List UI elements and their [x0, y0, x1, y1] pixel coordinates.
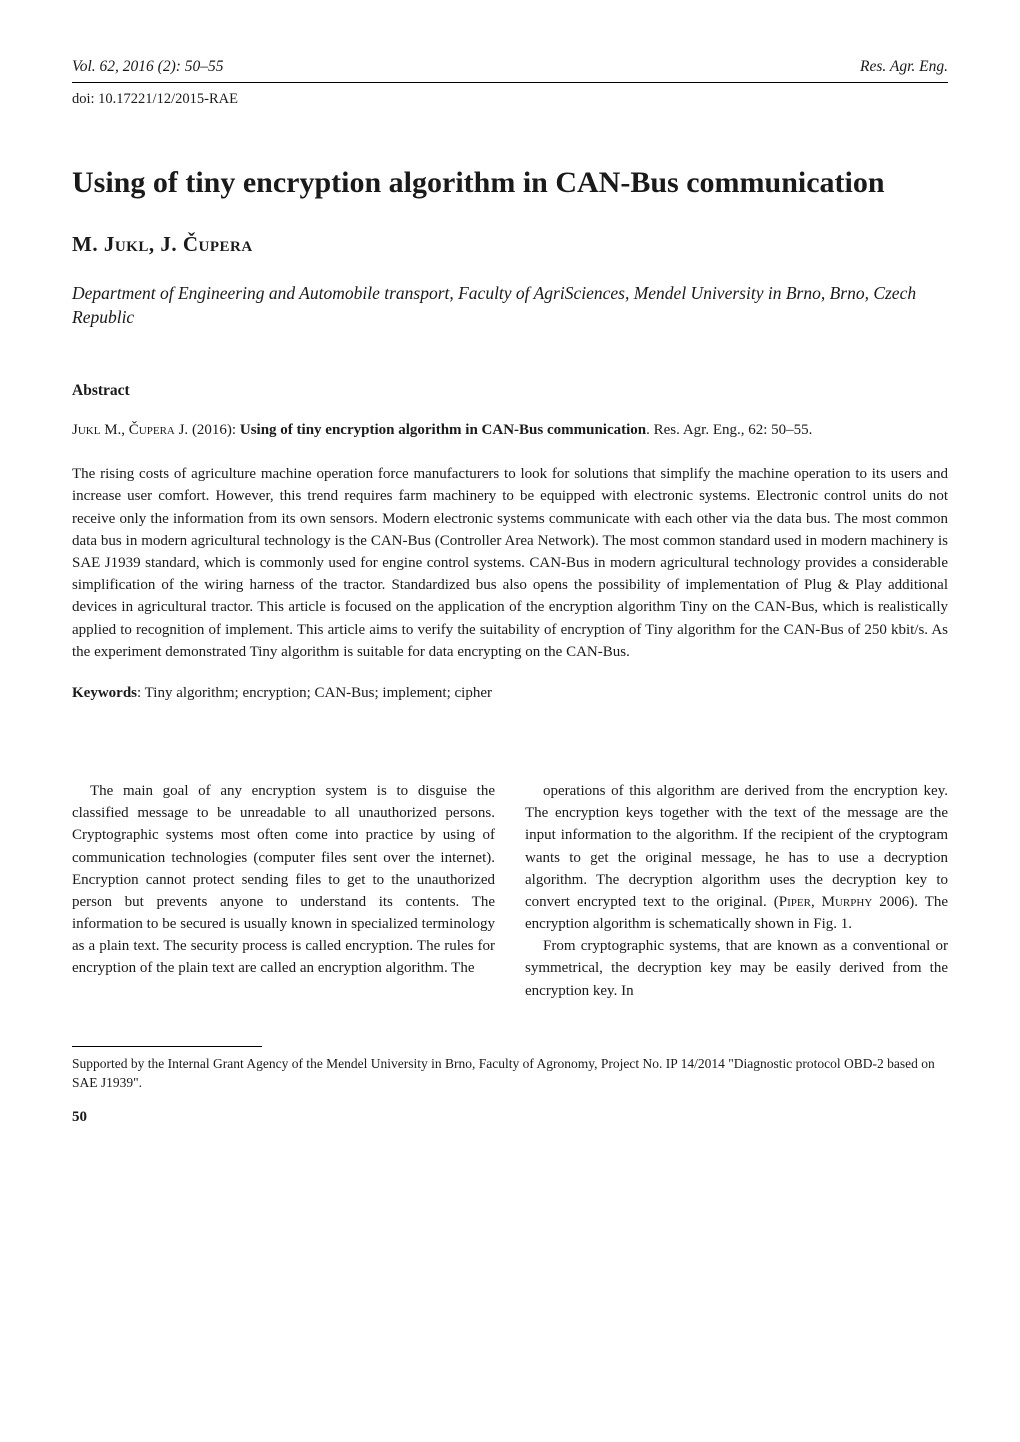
abstract-heading: Abstract — [72, 382, 948, 400]
body-paragraph: The main goal of any encryption system i… — [72, 780, 495, 980]
keywords: Keywords: Tiny algorithm; encryption; CA… — [72, 685, 948, 702]
inline-citation: Piper, Murphy — [779, 894, 873, 910]
running-head: Vol. 62, 2016 (2): 50–55 Res. Agr. Eng. — [72, 58, 948, 83]
abstract-text: The rising costs of agriculture machine … — [72, 463, 948, 663]
citation-title: Using of tiny encryption algorithm in CA… — [240, 422, 646, 438]
authors: M. Jukl, J. Čupera — [72, 232, 948, 257]
footnote: Supported by the Internal Grant Agency o… — [72, 1055, 948, 1093]
citation: Jukl M., Čupera J. (2016): Using of tiny… — [72, 420, 948, 442]
running-head-left: Vol. 62, 2016 (2): 50–55 — [72, 58, 224, 76]
footnote-separator — [72, 1046, 262, 1047]
running-head-right: Res. Agr. Eng. — [860, 58, 948, 76]
citation-authors: Jukl M., Čupera J. — [72, 422, 188, 438]
body-columns: The main goal of any encryption system i… — [72, 780, 948, 1002]
keywords-text: : Tiny algorithm; encryption; CAN-Bus; i… — [137, 685, 492, 701]
body-paragraph: From cryptographic systems, that are kno… — [525, 935, 948, 1002]
column-left: The main goal of any encryption system i… — [72, 780, 495, 1002]
page-number: 50 — [72, 1109, 948, 1126]
keywords-label: Keywords — [72, 685, 137, 701]
doi: doi: 10.17221/12/2015-RAE — [72, 91, 948, 108]
body-paragraph: operations of this algorithm are derived… — [525, 780, 948, 935]
citation-tail: . Res. Agr. Eng., 62: 50–55. — [646, 422, 812, 438]
citation-year: (2016): — [188, 422, 240, 438]
column-right: operations of this algorithm are derived… — [525, 780, 948, 1002]
affiliation: Department of Engineering and Automobile… — [72, 281, 948, 330]
article-title: Using of tiny encryption algorithm in CA… — [72, 164, 948, 202]
